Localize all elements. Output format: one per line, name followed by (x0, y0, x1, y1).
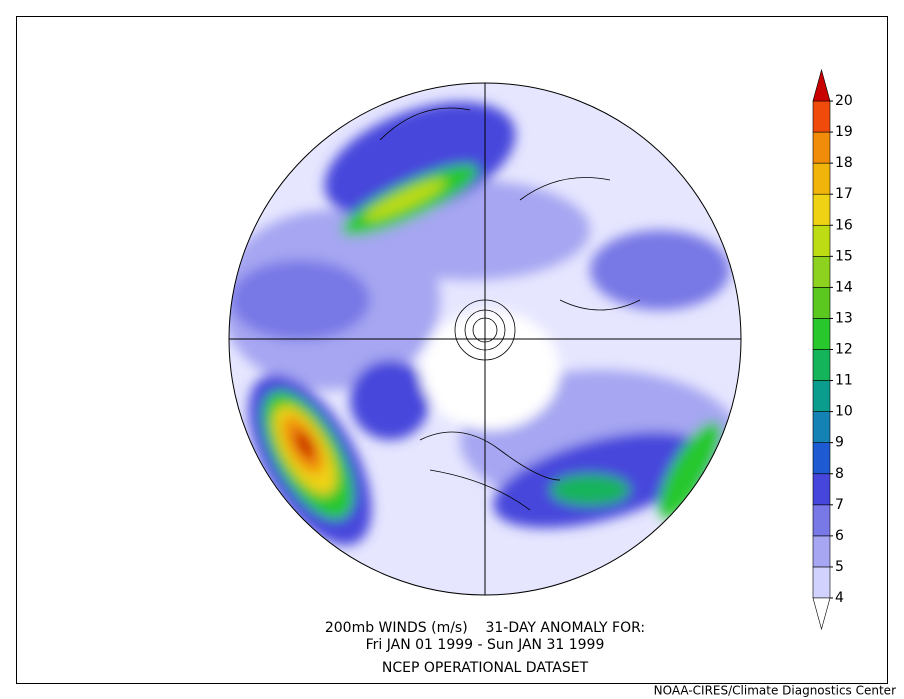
colorbar-tick-label: 6 (835, 528, 844, 544)
colorbar-tick-label: 7 (835, 497, 844, 513)
colorbar-band (812, 411, 831, 443)
colorbar-tick-label: 14 (835, 279, 853, 295)
colorbar-band (812, 473, 831, 506)
colorbar: 4 5 6 7 8 9 10 11 12 13 14 15 16 17 18 19 20 (812, 68, 853, 631)
colorbar-tick-label: 13 (835, 310, 853, 326)
colorbar-band (812, 566, 831, 599)
credit: NOAA-CIRES/Climate Diagnostics Center (654, 684, 896, 698)
colorbar-band (812, 162, 831, 195)
colorbar-under (812, 597, 831, 631)
colorbar-band (812, 256, 831, 288)
colorbar-band (812, 380, 831, 412)
colorbar-over (812, 68, 831, 102)
colorbar-tick-label: 11 (835, 373, 853, 389)
colorbar-band (812, 318, 831, 350)
colorbar-tick-label: 19 (835, 124, 853, 140)
title-line: 200mb WINDS (m/s) 31-DAY ANOMALY FOR: (325, 620, 645, 636)
colorbar-band (812, 287, 831, 319)
colorbar-tick-label: 4 (835, 590, 844, 606)
colorbar-tick-label: 9 (835, 435, 844, 451)
colorbar-tick-label: 20 (835, 93, 853, 109)
colorbar-tick-label: 5 (835, 559, 844, 575)
colorbar-band (812, 504, 831, 537)
colorbar-tick-label: 12 (835, 342, 853, 358)
colorbar-tick-label: 8 (835, 466, 844, 482)
colorbar-band (812, 442, 831, 475)
colorbar-tick-label: 17 (835, 186, 853, 202)
colorbar-tick-label: 10 (835, 404, 853, 420)
colorbar-band (812, 535, 831, 568)
colorbar-tick-label: 16 (835, 217, 853, 233)
colorbar-band (812, 100, 831, 133)
colorbar-band (812, 193, 831, 226)
title-line: Fri JAN 01 1999 - Sun JAN 31 1999 (366, 637, 605, 653)
colorbar-tick-label: 18 (835, 155, 853, 171)
title-line: NCEP OPERATIONAL DATASET (382, 660, 589, 676)
colorbar-band (812, 224, 831, 257)
colorbar-band (812, 349, 831, 381)
colorbar-band (812, 131, 831, 164)
colorbar-tick-label: 15 (835, 248, 853, 264)
